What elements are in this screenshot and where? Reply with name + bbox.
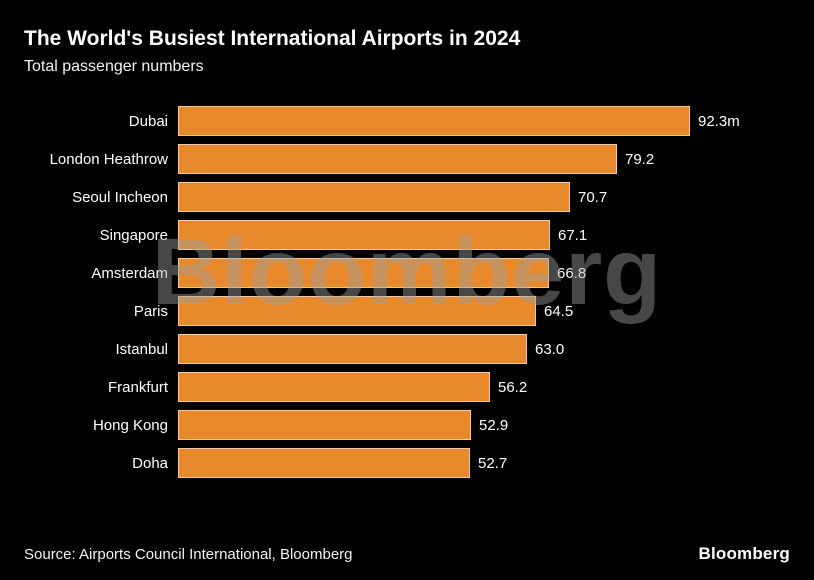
- bar-row: Dubai 92.3m: [24, 102, 790, 140]
- chart-title: The World's Busiest International Airpor…: [24, 27, 521, 50]
- bar-label: Dubai: [128, 112, 168, 130]
- bar: [178, 106, 690, 137]
- bar-label: Hong Kong: [92, 416, 168, 434]
- bar-value: 56.2: [498, 378, 528, 396]
- bar-row: Paris 64.5: [24, 292, 790, 330]
- bar-track: 79.2: [178, 140, 790, 178]
- bar-value: 52.9: [479, 416, 509, 434]
- bar-label: Istanbul: [115, 340, 168, 358]
- bar-track: 70.7: [178, 178, 790, 216]
- chart-header: The World's Busiest International Airpor…: [0, 0, 814, 76]
- bar: [178, 144, 617, 175]
- bar: [178, 410, 471, 441]
- bar-track: 92.3m: [178, 102, 790, 140]
- bar-track: 52.9: [178, 406, 790, 444]
- bar-value: 92.3m: [698, 112, 740, 130]
- bar-row: Singapore 67.1: [24, 216, 790, 254]
- bar-value: 70.7: [578, 188, 608, 206]
- bar-track: 63.0: [178, 330, 790, 368]
- bar-track: 64.5: [178, 292, 790, 330]
- bar: [178, 220, 550, 251]
- bar-label: Amsterdam: [91, 264, 168, 282]
- bar-label: London Heathrow: [49, 150, 168, 168]
- bar-row: London Heathrow 79.2: [24, 140, 790, 178]
- bar-track: 66.8: [178, 254, 790, 292]
- bar: [178, 372, 490, 403]
- bar-row: Istanbul 63.0: [24, 330, 790, 368]
- bar-label: Frankfurt: [107, 378, 168, 396]
- bloomberg-logo: Bloomberg: [698, 544, 790, 563]
- bar-row: Seoul Incheon 70.7: [24, 178, 790, 216]
- source-text: Source: Airports Council International, …: [24, 545, 353, 563]
- bar-track: 52.7: [178, 444, 790, 482]
- bar-value: 79.2: [625, 150, 655, 168]
- bar-row: Frankfurt 56.2: [24, 368, 790, 406]
- bar-value: 66.8: [557, 264, 587, 282]
- bar-value: 63.0: [535, 340, 565, 358]
- chart-subtitle: Total passenger numbers: [24, 58, 204, 76]
- bar-value: 52.7: [478, 454, 508, 472]
- bar-chart: Dubai 92.3m London Heathrow 79.2 Seoul Inche…: [0, 102, 814, 482]
- bar-row: Hong Kong 52.9: [24, 406, 790, 444]
- bar: [178, 296, 536, 327]
- bar-track: 67.1: [178, 216, 790, 254]
- bar: [178, 448, 470, 479]
- bar-row: Amsterdam 66.8: [24, 254, 790, 292]
- bar-row: Doha 52.7: [24, 444, 790, 482]
- bar-track: 56.2: [178, 368, 790, 406]
- bar-label: Paris: [133, 302, 168, 320]
- bar: [178, 334, 527, 365]
- bar-value: 64.5: [544, 302, 574, 320]
- bar-label: Seoul Incheon: [72, 188, 168, 206]
- bar-label: Singapore: [99, 226, 168, 244]
- chart-footer: Source: Airports Council International, …: [24, 544, 790, 564]
- bar-label: Doha: [132, 454, 168, 472]
- bar-value: 67.1: [558, 226, 588, 244]
- bar: [178, 258, 549, 289]
- bar: [178, 182, 570, 213]
